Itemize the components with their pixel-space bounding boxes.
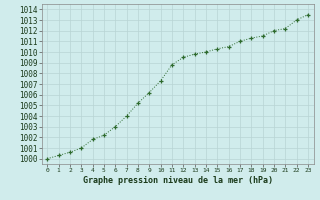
X-axis label: Graphe pression niveau de la mer (hPa): Graphe pression niveau de la mer (hPa) — [83, 176, 273, 185]
